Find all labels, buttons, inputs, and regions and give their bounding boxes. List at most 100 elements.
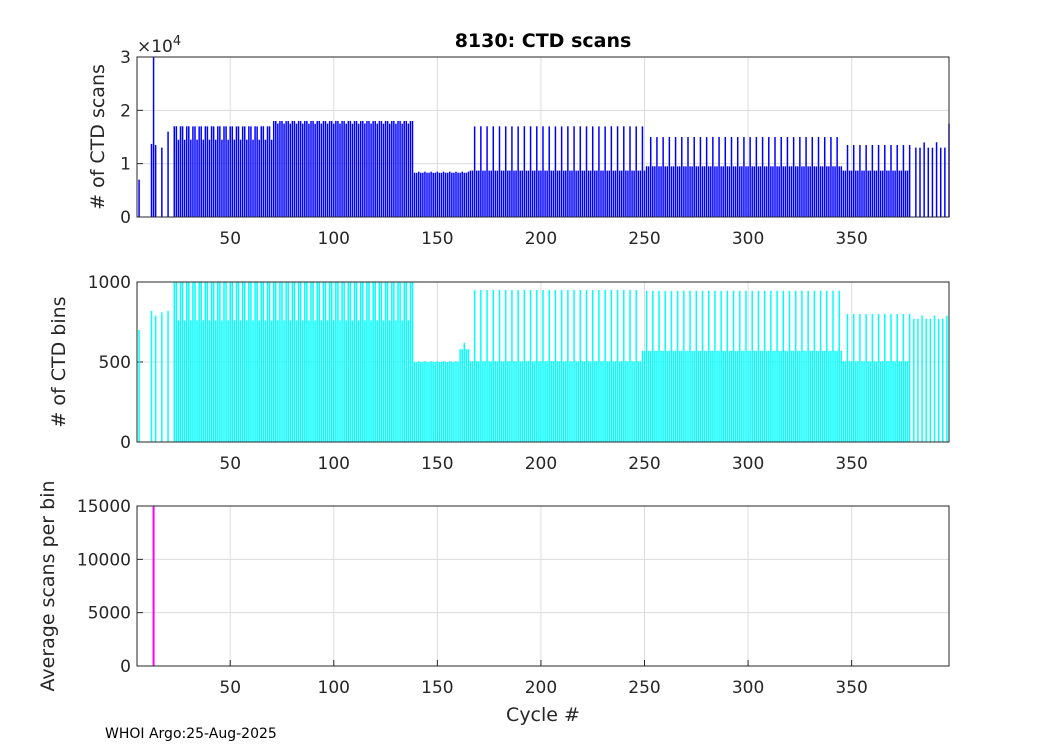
bar (185, 282, 188, 442)
bar (376, 320, 379, 442)
bar (846, 145, 849, 217)
bar (281, 282, 283, 442)
x-tick-label: 350 (835, 229, 867, 249)
bar (664, 166, 666, 217)
bar (393, 282, 395, 442)
bar (587, 361, 590, 442)
bar (826, 166, 828, 217)
bar (492, 126, 495, 217)
bar (521, 361, 524, 442)
bar (687, 350, 689, 442)
bar (370, 320, 372, 442)
bar (378, 120, 381, 217)
bar (173, 282, 176, 442)
bar (304, 120, 306, 217)
bar (751, 290, 753, 442)
bar (730, 350, 733, 442)
y-tick-label: 15000 (77, 497, 131, 517)
bar (542, 290, 544, 442)
bar (668, 350, 671, 442)
bar (152, 57, 155, 217)
bar (326, 123, 329, 217)
bar (453, 172, 455, 217)
bar (335, 120, 337, 217)
bar (581, 170, 584, 217)
bar (639, 170, 642, 217)
bar (703, 350, 706, 442)
bar (154, 315, 157, 442)
x-tick-label: 250 (628, 678, 660, 698)
bar (647, 166, 650, 217)
bar (697, 166, 700, 217)
bar (227, 320, 229, 442)
bar (442, 171, 445, 217)
bar (266, 126, 269, 217)
bar (533, 361, 536, 442)
bar (724, 350, 727, 442)
y-tick-label: 10000 (77, 550, 131, 570)
bar (778, 166, 780, 217)
bar (596, 170, 598, 217)
bar (672, 350, 675, 442)
bar (857, 170, 859, 217)
bar (645, 290, 648, 442)
bar (357, 123, 360, 217)
bar (641, 350, 644, 442)
bar (248, 282, 250, 442)
bar (388, 320, 391, 442)
bar (850, 170, 853, 217)
bar (602, 361, 604, 442)
bar (415, 172, 418, 217)
bar (662, 137, 664, 217)
bar (380, 121, 383, 217)
bar (691, 350, 693, 442)
bar (751, 166, 753, 217)
panel-average-scans-bars (152, 506, 155, 666)
bar (150, 310, 153, 442)
bar (807, 290, 809, 442)
bar (741, 350, 743, 442)
bar (761, 350, 764, 442)
bar (654, 166, 656, 217)
bar (797, 350, 799, 442)
bar (732, 166, 735, 217)
bar (691, 166, 693, 217)
bar (819, 166, 822, 217)
bar (449, 361, 451, 442)
bar (426, 362, 428, 442)
bar (753, 350, 756, 442)
bar (565, 170, 567, 217)
bar (461, 171, 463, 217)
bar (743, 137, 745, 217)
bar (697, 350, 700, 442)
bar (502, 170, 505, 217)
bar (368, 121, 370, 217)
bar (821, 166, 824, 217)
bar (749, 137, 751, 217)
bar (438, 172, 441, 217)
bar (463, 342, 466, 442)
bar (857, 361, 859, 442)
x-tick-label: 350 (835, 678, 867, 698)
bar (772, 166, 774, 217)
panel-ctd-bins-x-tick-labels: 50 100 150 200 250 300 350 (219, 454, 867, 474)
bar (904, 170, 907, 217)
bar (780, 137, 782, 217)
bar (714, 290, 716, 442)
bar (875, 170, 878, 217)
bar (618, 170, 621, 217)
bar (301, 123, 304, 217)
bar (428, 172, 430, 217)
bar (877, 144, 880, 217)
bar (726, 166, 729, 217)
bar (799, 136, 801, 217)
bar (502, 361, 505, 442)
bar (185, 126, 188, 217)
bar (585, 126, 588, 217)
bar (562, 170, 565, 217)
bar (556, 361, 559, 442)
bar (720, 290, 722, 442)
bar (509, 170, 511, 217)
bar (413, 172, 416, 217)
